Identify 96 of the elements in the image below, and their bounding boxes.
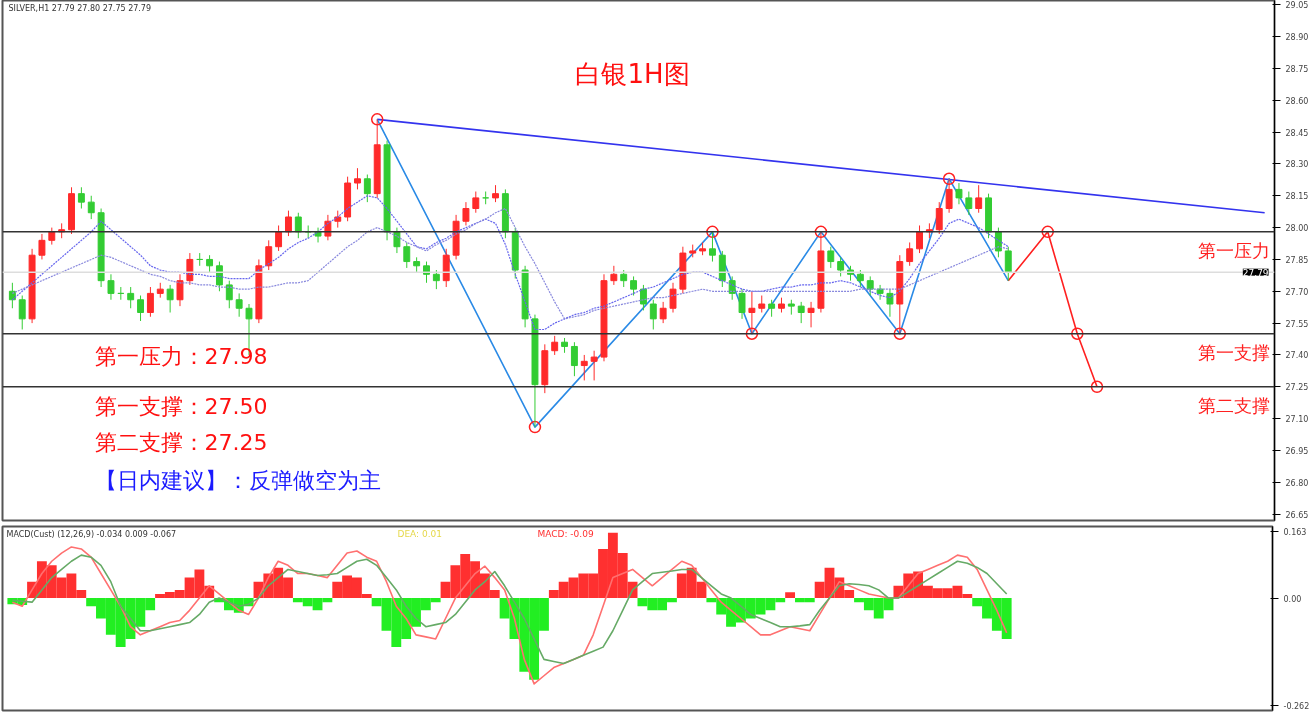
- candlestick: [876, 284, 884, 301]
- candlestick: [975, 184, 983, 214]
- candlestick: [935, 201, 943, 235]
- candlestick: [77, 186, 85, 209]
- annotation: 【日内建议】：反弹做空为主: [94, 467, 381, 493]
- y-tick-label: 28.45: [1285, 128, 1309, 138]
- candlestick: [570, 341, 578, 377]
- candlestick: [354, 167, 361, 190]
- line-series: [11, 546, 1008, 685]
- y-tick-label: 28.00: [1285, 224, 1309, 234]
- point: [942, 172, 956, 186]
- candlestick: [166, 284, 174, 313]
- candlestick: [176, 273, 184, 307]
- point: [1071, 327, 1084, 340]
- candlestick: [275, 224, 283, 252]
- point: [893, 327, 907, 340]
- candlestick: [580, 354, 588, 381]
- candlestick: [87, 195, 95, 220]
- candlestick: [285, 210, 292, 237]
- point: [1041, 225, 1054, 239]
- candlestick: [18, 295, 26, 330]
- annotation: 第一支撑：27.50: [94, 393, 268, 419]
- candlestick: [403, 241, 411, 269]
- candlestick: [866, 275, 874, 297]
- ref-line-label: 第二支撑: [1197, 394, 1270, 416]
- point: [1090, 380, 1104, 394]
- candlestick: [709, 231, 716, 263]
- candlestick: [225, 280, 233, 309]
- y-tick-label: 28.75: [1285, 64, 1309, 74]
- y-tick-label: 26.80: [1285, 478, 1309, 488]
- y-tick-label: 28.15: [1285, 192, 1309, 202]
- y-tick-label: 27.10: [1285, 415, 1309, 425]
- annotation: 第二支撑：27.25: [94, 429, 268, 455]
- annotation: 27.79: [1242, 267, 1269, 278]
- candlestick: [916, 224, 923, 254]
- y-tick-label: 28.30: [1285, 160, 1309, 170]
- candlestick: [363, 174, 371, 203]
- line-series: [376, 118, 1010, 428]
- candlestick: [137, 295, 144, 322]
- ref-line-label: 第一支撑: [1197, 341, 1270, 363]
- candlestick: [630, 275, 638, 297]
- candlestick: [965, 191, 973, 216]
- candlestick: [659, 301, 667, 324]
- candlestick: [837, 256, 845, 277]
- candlestick: [294, 212, 302, 239]
- candlestick: [639, 284, 647, 311]
- y-tick-label: 27.70: [1285, 287, 1309, 297]
- chart-subtitle: SILVER,H1 27.79 27.80 27.75 27.79: [8, 3, 152, 13]
- point: [814, 225, 828, 239]
- candlestick: [590, 350, 598, 381]
- candlestick: [127, 286, 135, 309]
- y-tick-label: 27.40: [1285, 351, 1309, 361]
- candlestick: [146, 286, 154, 318]
- y-tick-label: 28.60: [1285, 96, 1309, 106]
- y-tick-label: 0.00: [1283, 594, 1302, 604]
- candlestick: [886, 288, 894, 318]
- candlestick: [610, 265, 618, 286]
- bar: [785, 592, 796, 599]
- candlestick: [472, 191, 480, 214]
- ref-line-label: 第一压力: [1197, 239, 1270, 261]
- candlestick: [265, 239, 273, 271]
- annotation: 第一压力：27.98: [94, 343, 268, 369]
- point: [745, 327, 759, 340]
- candlestick: [797, 301, 805, 324]
- annotation: DEA: 0.01: [397, 528, 443, 539]
- point: [528, 420, 542, 434]
- y-tick-label: 26.95: [1285, 446, 1309, 456]
- candlestick: [432, 269, 440, 290]
- candlestick: [669, 282, 677, 313]
- y-tick-label: 26.65: [1285, 510, 1309, 520]
- candlestick: [235, 292, 243, 318]
- y-tick-label: 29.05: [1285, 1, 1309, 11]
- y-tick-label: 27.55: [1285, 319, 1309, 329]
- candlestick: [955, 182, 963, 205]
- candlestick: [107, 273, 115, 301]
- candlestick: [462, 201, 470, 226]
- y-tick-label: -0.262: [1283, 701, 1310, 711]
- candlestick: [393, 227, 401, 254]
- candlestick: [1004, 246, 1012, 282]
- point: [706, 225, 719, 239]
- candlestick: [807, 301, 815, 328]
- candlestick: [738, 288, 746, 320]
- y-tick-label: 0.163: [1283, 527, 1307, 537]
- candlestick: [649, 299, 657, 330]
- y-tick-label: 27.85: [1285, 255, 1309, 265]
- candlestick: [827, 246, 835, 269]
- y-tick-label: 27.25: [1285, 383, 1309, 393]
- chart-title: MACD(Cust) (12,26,9) -0.034 0.009 -0.067: [6, 529, 177, 539]
- annotation: MACD: -0.09: [537, 528, 594, 539]
- candlestick: [906, 241, 914, 267]
- y-tick-label: 28.90: [1285, 33, 1309, 43]
- candlestick: [551, 335, 559, 356]
- candlestick: [38, 233, 46, 260]
- line-series: [11, 554, 1008, 665]
- point: [370, 113, 384, 126]
- text: 白银1H图: [575, 58, 690, 89]
